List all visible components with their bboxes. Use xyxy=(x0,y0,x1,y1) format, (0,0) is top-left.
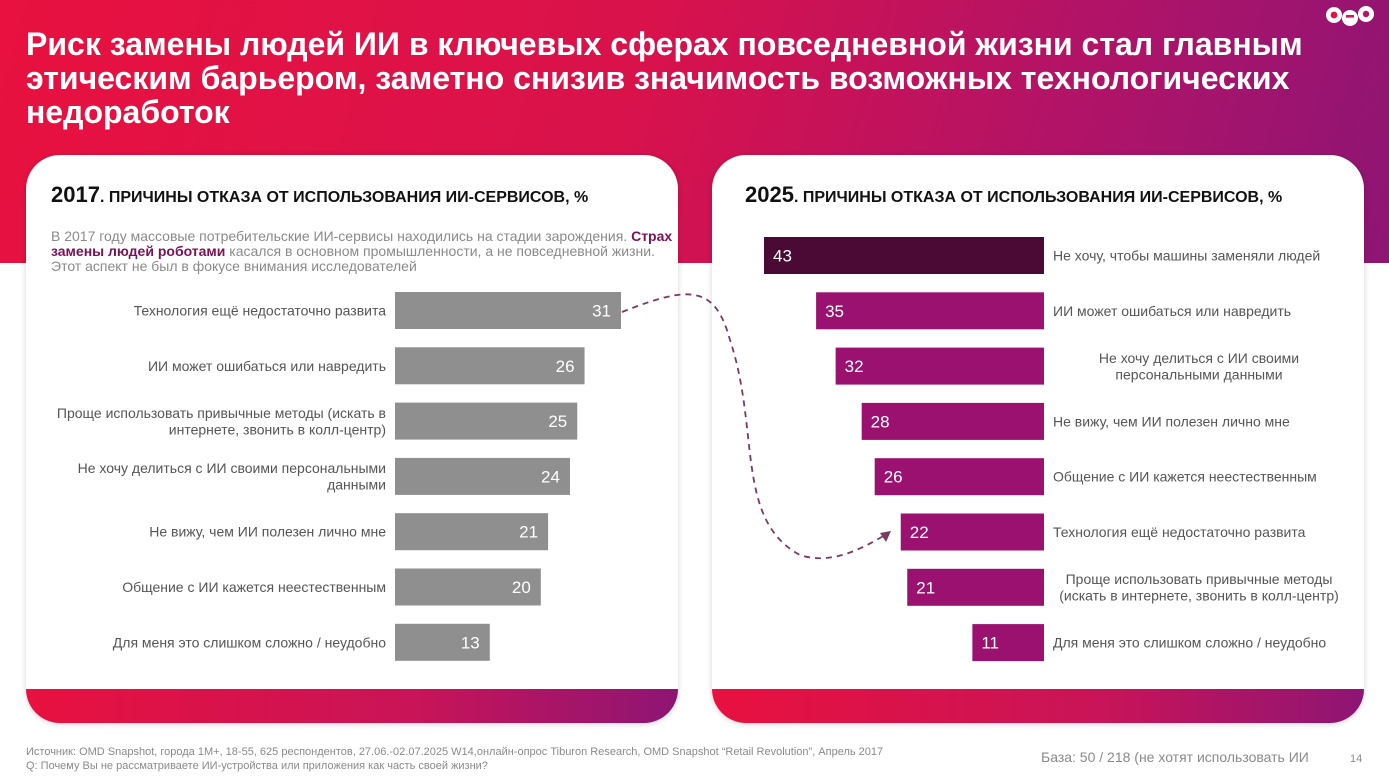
year-2025: 2025 xyxy=(745,182,794,207)
panel-2025: 2025. ПРИЧИНЫ ОТКАЗА ОТ ИСПОЛЬЗОВАНИЯ ИИ… xyxy=(712,155,1364,723)
omd-logo xyxy=(1326,6,1374,26)
panel-2017: 2017. ПРИЧИНЫ ОТКАЗА ОТ ИСПОЛЬЗОВАНИЯ ИИ… xyxy=(26,155,678,723)
note-text-end: касался в основном промышленности, а не … xyxy=(51,243,655,274)
panel-2017-heading: . ПРИЧИНЫ ОТКАЗА ОТ ИСПОЛЬЗОВАНИЯ ИИ-СЕР… xyxy=(99,189,589,206)
footer-base: База: 50 / 218 (не хотят использовать ИИ xyxy=(1041,749,1309,765)
context-note: В 2017 году массовые потребительские ИИ-… xyxy=(51,229,676,274)
year-2017: 2017 xyxy=(51,182,100,207)
panel-2017-title: 2017. ПРИЧИНЫ ОТКАЗА ОТ ИСПОЛЬЗОВАНИЯ ИИ… xyxy=(51,182,588,208)
note-text-start: В 2017 году массовые потребительские ИИ-… xyxy=(51,228,632,244)
footer-source: Источник: OMD Snapshot, города 1М+, 18-5… xyxy=(26,745,1016,773)
panel-2025-band xyxy=(712,689,1364,723)
panel-2025-title: 2025. ПРИЧИНЫ ОТКАЗА ОТ ИСПОЛЬЗОВАНИЯ ИИ… xyxy=(745,182,1282,208)
source-line: Источник: OMD Snapshot, города 1М+, 18-5… xyxy=(26,746,884,758)
question-line: Q: Почему Вы не рассматриваете ИИ-устрой… xyxy=(26,760,488,772)
note-highlight: Страх замены людей роботами xyxy=(51,228,673,259)
panel-2017-band xyxy=(26,689,678,723)
panel-2025-heading: . ПРИЧИНЫ ОТКАЗА ОТ ИСПОЛЬЗОВАНИЯ ИИ-СЕР… xyxy=(793,189,1283,206)
page-number: 14 xyxy=(1350,753,1363,765)
page-title: Риск замены людей ИИ в ключевых сферах п… xyxy=(26,26,1303,130)
